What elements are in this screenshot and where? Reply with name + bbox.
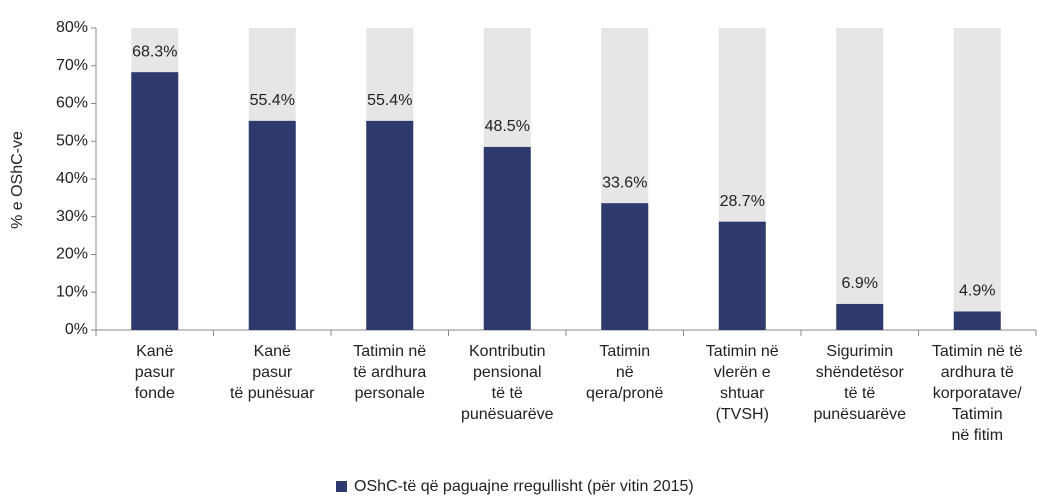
bar (718, 221, 766, 330)
bar (836, 303, 884, 330)
y-tick-label: 10% (56, 283, 88, 300)
y-tick-label: 0% (65, 321, 88, 338)
x-tick-label: Tatimin në të (932, 343, 1023, 360)
x-tick-label: shëndetësor (816, 364, 905, 381)
x-tick-label: Kontributin (469, 343, 546, 360)
x-tick-label: vlerën e (714, 364, 771, 381)
x-tick-label: personale (355, 385, 425, 402)
value-label: 55.4% (367, 92, 412, 109)
x-tick-label: Sigurimin (826, 343, 893, 360)
x-tick-label: të të (844, 385, 875, 402)
legend-swatch (336, 481, 347, 492)
bar (483, 146, 531, 330)
x-tick-label: të të (492, 385, 523, 402)
x-tick-label: Tatimin (599, 343, 650, 360)
y-axis-label: % e OShC-ve (9, 131, 26, 229)
x-tick-label: të punësuar (230, 385, 315, 402)
value-label: 33.6% (602, 174, 647, 191)
value-label: 68.3% (132, 43, 177, 60)
x-tick-label: punësuarëve (461, 406, 554, 423)
x-tick-label: punësuarëve (813, 406, 906, 423)
value-label: 4.9% (959, 283, 995, 300)
x-tick-label: Tatimin në (706, 343, 779, 360)
value-label: 28.7% (720, 193, 765, 210)
x-tick-label: korporatave/ (933, 385, 1022, 402)
x-tick-label: Kanë (136, 343, 173, 360)
bar-background (953, 28, 1001, 330)
bar (366, 120, 414, 331)
y-tick-label: 70% (56, 57, 88, 74)
y-tick-label: 50% (56, 132, 88, 149)
x-tick-label: të ardhura (353, 364, 426, 381)
x-tick-label: pensional (473, 364, 542, 381)
x-tick-label: Tatimin në (353, 343, 426, 360)
x-tick-label: Tatimin (952, 406, 1003, 423)
x-tick-label: pasur (135, 364, 176, 381)
x-tick-label: në (616, 364, 634, 381)
y-tick-label: 40% (56, 170, 88, 187)
x-tick-label: Kanë (254, 343, 291, 360)
legend-label: OShC-të që paguajne rregullisht (për vit… (354, 478, 694, 495)
x-tick-label: ardhura të (941, 364, 1014, 381)
x-tick-label: fonde (135, 385, 175, 402)
y-tick-label: 30% (56, 208, 88, 225)
bar (131, 72, 179, 330)
bar (601, 203, 649, 330)
x-tick-label: në fitim (951, 427, 1003, 444)
x-tick-label: (TVSH) (716, 406, 769, 423)
bar (248, 120, 296, 331)
x-tick-label: qera/pronë (586, 385, 663, 402)
x-tick-label: shtuar (720, 385, 765, 402)
value-label: 48.5% (485, 118, 530, 135)
value-label: 6.9% (842, 275, 878, 292)
bar-background (836, 28, 884, 330)
bar (953, 311, 1001, 330)
y-tick-label: 20% (56, 246, 88, 263)
x-tick-label: pasur (252, 364, 293, 381)
value-label: 55.4% (250, 92, 295, 109)
y-tick-label: 80% (56, 19, 88, 36)
y-tick-label: 60% (56, 95, 88, 112)
